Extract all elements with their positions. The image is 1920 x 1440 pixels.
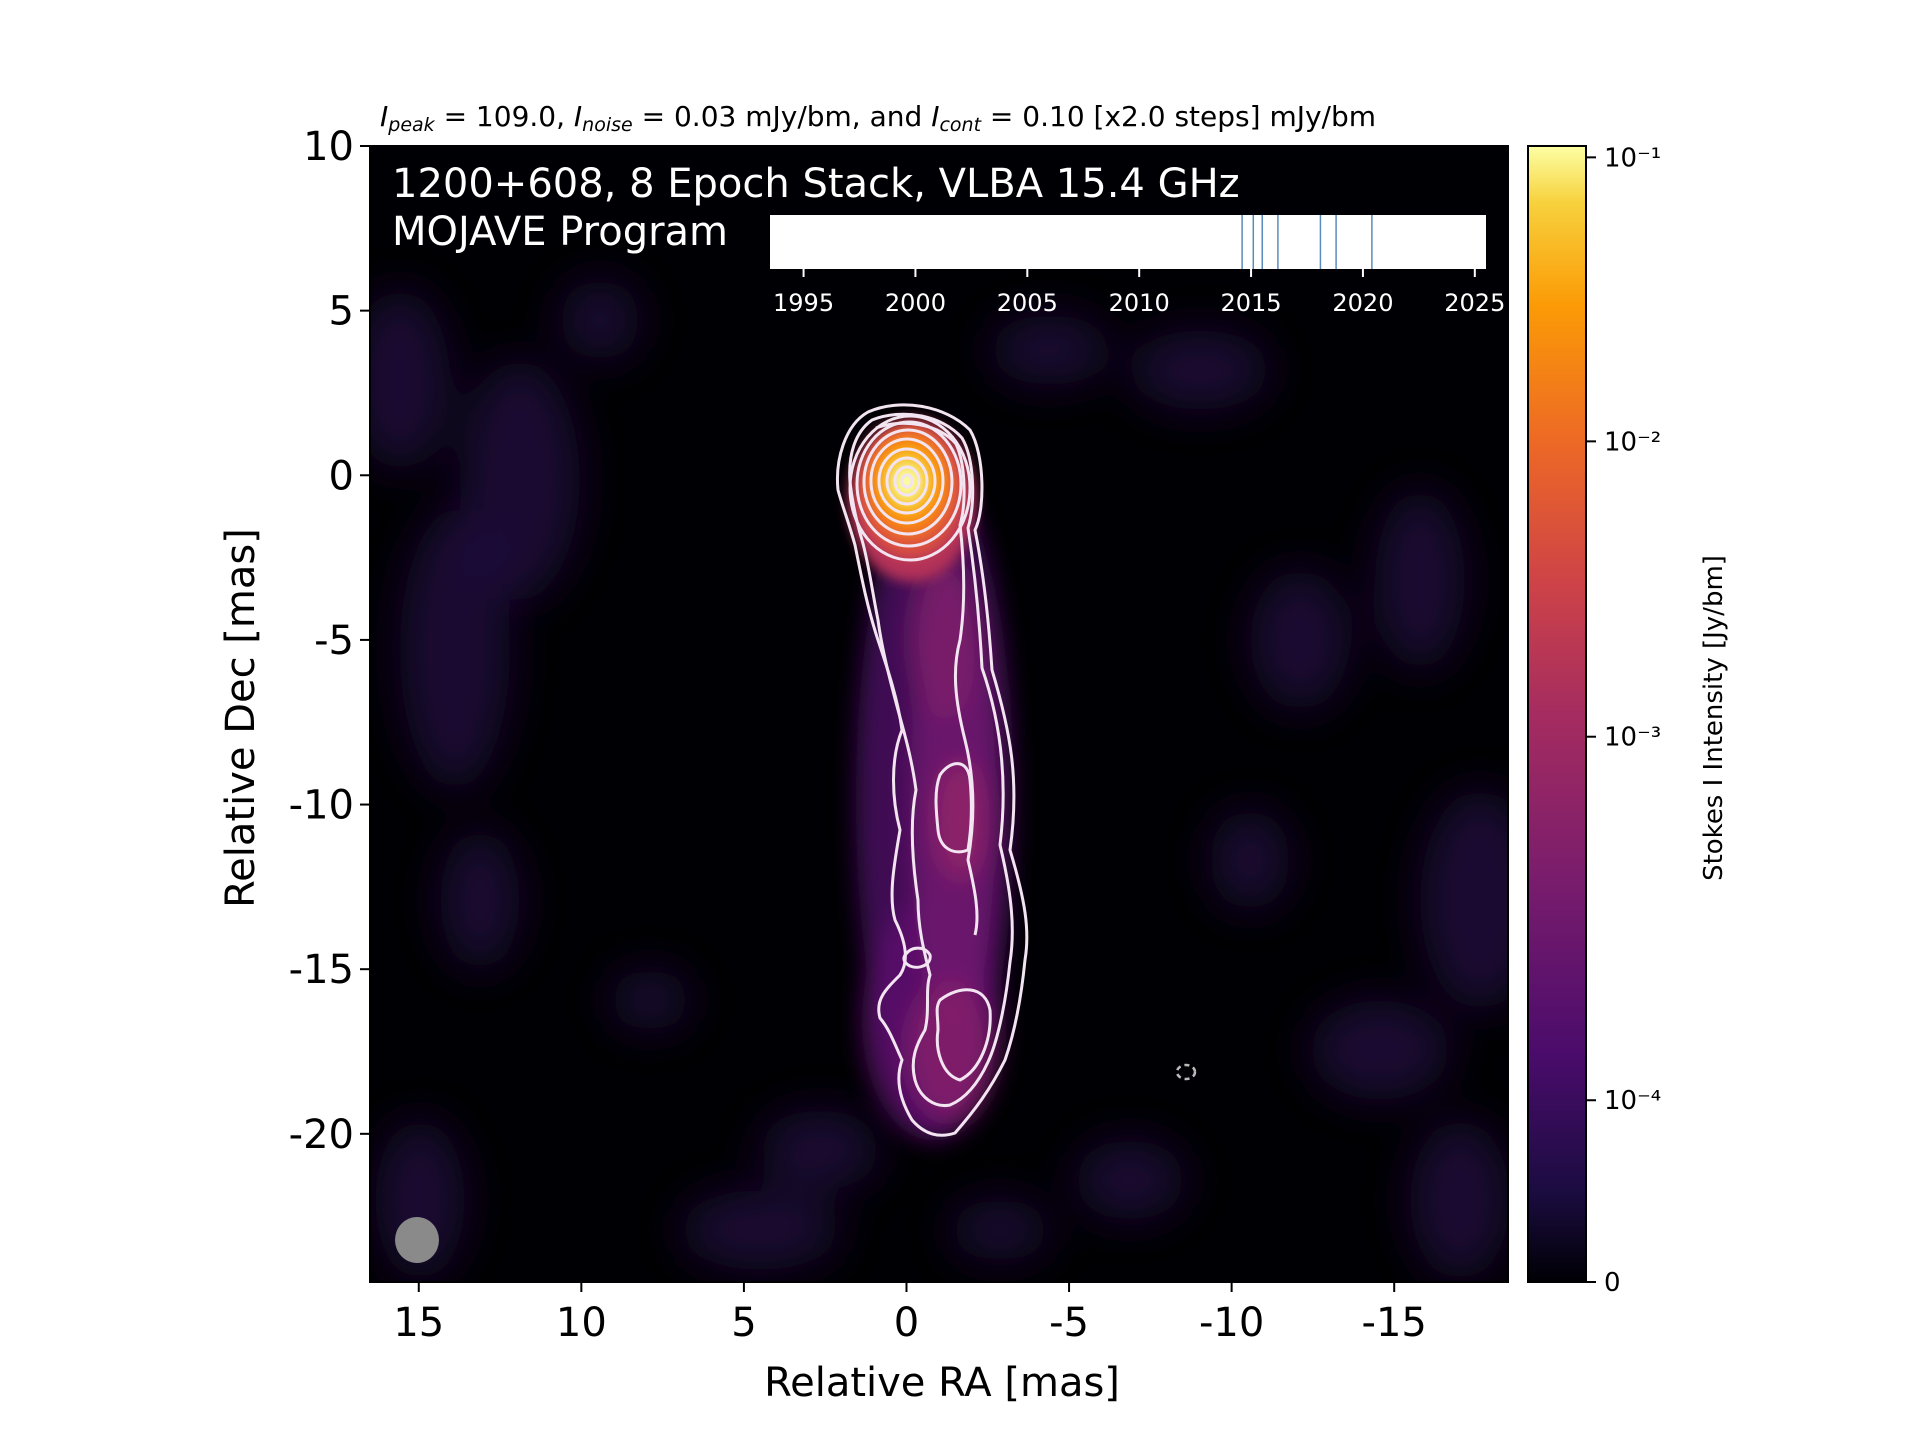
noise-patch [760, 1110, 880, 1190]
colorbar-tick-label: 0 [1604, 1268, 1621, 1298]
x-tick-label: 0 [894, 1300, 919, 1346]
colorbar-tick-label: 10⁻² [1604, 427, 1661, 457]
epoch-tick-label: 2010 [1109, 289, 1170, 317]
noise-patch [1410, 1120, 1508, 1280]
x-tick-label: -15 [1362, 1300, 1427, 1346]
image-statistics-header: Ipeak = 109.0, Inoise = 0.03 mJy/bm, and… [380, 100, 1376, 136]
noise-patch [1250, 570, 1350, 710]
x-tick-label: 15 [393, 1300, 444, 1346]
noise-patch [990, 315, 1110, 385]
y-tick-label: 5 [329, 289, 354, 335]
x-axis-ticks: 15 10 5 0 -5 -10 -15 [393, 1282, 1427, 1346]
contour-lower-knot [935, 988, 992, 1082]
y-tick-label: -15 [289, 947, 354, 993]
peak-symbol: I [380, 100, 389, 133]
y-tick-label: -10 [289, 783, 354, 829]
y-axis-ticks: 10 5 0 -5 -10 -15 -20 [289, 124, 370, 1158]
noise-symbol: I [573, 100, 583, 133]
noise-patch [680, 1190, 840, 1270]
epoch-markers [1241, 215, 1373, 269]
colorbar-label: Stokes I Intensity [Jy/bm] [1699, 555, 1729, 881]
colorbar-tick-label: 10⁻¹ [1604, 143, 1661, 173]
noise-patch [440, 830, 520, 970]
x-tick-label: -5 [1049, 1300, 1089, 1346]
y-axis-label: Relative Dec [mas] [218, 528, 264, 908]
peak-value: = 109.0, [434, 100, 574, 133]
x-axis-label: Relative RA [mas] [764, 1360, 1120, 1406]
noise-patch [1375, 490, 1465, 670]
epoch-tick-label: 2020 [1332, 289, 1393, 317]
y-tick-label: -5 [314, 618, 354, 664]
core-emission [848, 418, 976, 582]
y-tick-label: -20 [289, 1112, 354, 1158]
noise-value: = 0.03 mJy/bm, and [632, 100, 932, 133]
epoch-tick-label: 2025 [1444, 289, 1505, 317]
peak-subscript: peak [388, 114, 435, 136]
colorbar-ticks: 0 10⁻⁴ 10⁻³ 10⁻² 10⁻¹ [1586, 143, 1661, 1298]
noise-patch [1420, 790, 1508, 1010]
x-tick-label: 10 [556, 1300, 607, 1346]
noise-patch [1075, 1140, 1185, 1220]
noise-patch [1310, 1000, 1450, 1100]
contour-knot-10 [934, 762, 973, 854]
epoch-tick-label: 2005 [997, 289, 1058, 317]
background-noise [370, 280, 1508, 1280]
cont-symbol: I [931, 100, 940, 133]
contour-islet [902, 946, 932, 969]
map-title-line2: MOJAVE Program [392, 209, 728, 255]
epoch-tick-label: 2000 [885, 289, 946, 317]
noise-patch [560, 280, 640, 360]
plot-frame [369, 145, 1509, 1283]
beam-ellipse [395, 1217, 439, 1263]
noise-patch [950, 1200, 1050, 1260]
colorbar-tick-label: 10⁻³ [1604, 723, 1661, 753]
noise-patch [400, 510, 510, 790]
y-tick-label: 0 [329, 453, 354, 499]
noise-patch [460, 360, 580, 600]
cont-value: = 0.10 [x2.0 steps] mJy/bm [981, 100, 1377, 133]
x-tick-label: 5 [731, 1300, 756, 1346]
epoch-tick-label: 1995 [773, 289, 834, 317]
colorbar-tick-label: 10⁻⁴ [1604, 1086, 1661, 1116]
noise-patch [1210, 810, 1290, 910]
epoch-timeline-axis: 1995 2000 2005 2010 2015 2020 2025 [773, 269, 1505, 317]
noise-subscript: noise [582, 114, 633, 136]
noise-patch [1130, 330, 1270, 410]
y-tick-label: 10 [303, 124, 354, 170]
contour-outer [835, 403, 1029, 1137]
contour-2 [848, 412, 1014, 1108]
negative-contour [1175, 1063, 1197, 1081]
map-title-line1: 1200+608, 8 Epoch Stack, VLBA 15.4 GHz [392, 161, 1240, 207]
noise-patch [610, 970, 690, 1030]
epoch-timeline-box [770, 215, 1486, 269]
intensity-contours [835, 403, 1029, 1137]
x-tick-label: -10 [1199, 1300, 1264, 1346]
noise-patch [370, 290, 450, 470]
cont-subscript: cont [939, 114, 982, 136]
epoch-tick-label: 2015 [1221, 289, 1282, 317]
colorbar [1527, 145, 1587, 1283]
